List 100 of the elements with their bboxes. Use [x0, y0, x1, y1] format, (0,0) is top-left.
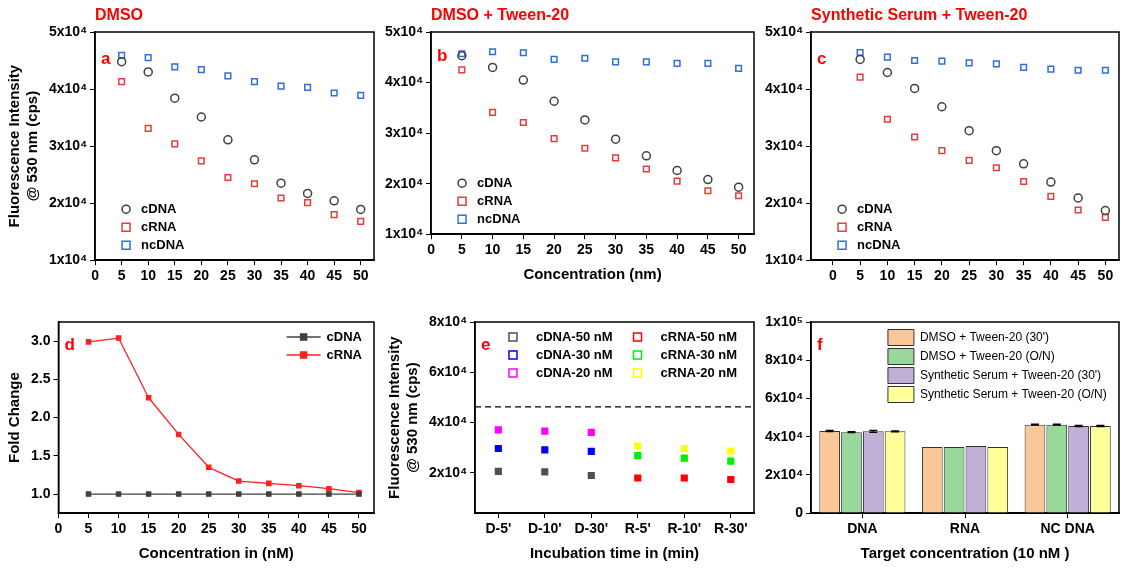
annotation: c	[817, 49, 827, 69]
x-tick-label: 45	[1070, 267, 1087, 284]
x-axis-title: Concentration in (nM)	[138, 544, 294, 562]
x-tick-label: D-10'	[527, 520, 562, 537]
y-tick-label: 4x10⁴	[428, 413, 468, 430]
x-tick-label: D-30'	[574, 520, 609, 537]
y-tick-label: 4x10⁴	[384, 73, 424, 90]
y-tick-label: 1x10⁴	[384, 225, 424, 242]
y-axis-title: Fold Change	[5, 372, 23, 464]
x-tick-label: 15	[906, 267, 923, 284]
x-tick-label: 35	[638, 241, 655, 258]
x-tick-label: 30	[988, 267, 1005, 284]
x-tick-label: 25	[577, 241, 593, 258]
annotation: f	[817, 334, 824, 354]
y-tick-label: 3x10⁴	[384, 123, 424, 140]
legend-label: cRNA	[857, 218, 894, 234]
y-tick-label: 8x10⁴	[428, 312, 468, 329]
y-tick-label: 4x10⁴	[48, 79, 88, 96]
x-tick-label: 45	[700, 241, 716, 258]
y-tick-label: 1.5	[30, 446, 51, 463]
y-tick-label: 6x10⁴	[428, 363, 468, 380]
x-tick-label: 20	[546, 241, 563, 258]
x-tick-label: 30	[246, 267, 263, 284]
annotation: e	[481, 334, 491, 354]
x-tick-label: 10	[484, 241, 501, 258]
x-tick-label: 15	[515, 241, 532, 258]
x-tick-label: 15	[140, 520, 157, 537]
x-tick-label: 30	[230, 520, 247, 537]
x-tick-label: 40	[669, 241, 686, 258]
chart-title: Synthetic Serum + Tween-20	[811, 6, 1028, 24]
legend-label: ncDNA	[477, 210, 522, 226]
x-tick-label: 35	[1015, 267, 1032, 284]
x-tick-label: 50	[352, 267, 369, 284]
y-tick-label: 5x10⁴	[764, 22, 804, 39]
x-tick-label: 20	[170, 520, 187, 537]
chart-title: DMSO + Tween-20	[431, 6, 570, 24]
legend-label: ncDNA	[857, 236, 902, 252]
x-tick-label: 20	[193, 267, 210, 284]
x-tick-label: 50	[1097, 267, 1114, 284]
x-tick-label: 5	[457, 241, 466, 258]
x-tick-label: 25	[961, 267, 978, 284]
y-tick-label: 8x10⁴	[764, 351, 804, 368]
legend-label: Synthetic Serum + Tween-20 (O/N)	[919, 386, 1107, 401]
legend-label: cRNA-50 nM	[660, 328, 738, 344]
x-tick-label: 5	[84, 520, 93, 537]
x-axis-title: Concentration (nm)	[523, 265, 662, 283]
y-tick-label: 1.0	[30, 484, 51, 501]
y-tick-label: 0	[795, 504, 804, 521]
x-tick-label: 35	[273, 267, 290, 284]
legend-label: cRNA-30 nM	[660, 346, 738, 362]
x-tick-label: 20	[934, 267, 950, 284]
y-tick-label: 1x10⁴	[48, 251, 88, 268]
x-tick-label: 30	[607, 241, 624, 258]
y-tick-label: 2x10⁴	[384, 174, 424, 191]
annotation: b	[437, 45, 448, 65]
legend-label: cDNA	[857, 200, 894, 216]
x-tick-label: 25	[220, 267, 236, 284]
y-tick-label: 5x10⁴	[384, 22, 424, 39]
x-tick-label: 5	[117, 267, 126, 284]
x-tick-label: 35	[261, 520, 277, 537]
legend-label: Synthetic Serum + Tween-20 (30')	[919, 367, 1102, 382]
x-tick-label: 10	[110, 520, 127, 537]
x-tick-label: 0	[91, 267, 100, 284]
x-tick-label: 10	[140, 267, 157, 284]
x-tick-label: 45	[326, 267, 343, 284]
y-tick-label: 2x10⁴	[428, 463, 468, 480]
y-tick-label: 1x10⁵	[765, 312, 804, 329]
chart-title: DMSO	[95, 6, 144, 24]
x-tick-label: 50	[351, 520, 367, 537]
x-tick-label: 40	[291, 520, 307, 537]
y-tick-label: 3x10⁴	[764, 136, 804, 153]
x-axis-title: Incubation time in (min)	[529, 544, 700, 562]
x-tick-label: R-30'	[713, 520, 748, 537]
y-axis-title: Fluorescence Intensity @ 530 nm (cps)	[5, 64, 41, 228]
y-tick-label: 2x10⁴	[764, 194, 804, 211]
y-axis-title: Fluorescence Intensity @ 530 nm (cps)	[385, 335, 421, 499]
annotation: d	[64, 334, 75, 354]
legend-label: cDNA-50 nM	[535, 328, 613, 344]
legend-label: cDNA-20 nM	[535, 364, 613, 380]
x-tick-label: 50	[730, 241, 747, 258]
x-tick-label: 40	[1043, 267, 1059, 284]
x-tick-label: 5	[856, 267, 865, 284]
x-tick-label: NC DNA	[1040, 520, 1095, 537]
y-tick-label: 3x10⁴	[48, 136, 88, 153]
x-tick-label: R-5'	[624, 520, 651, 537]
x-tick-label: 25	[200, 520, 217, 537]
x-tick-label: 10	[879, 267, 896, 284]
x-axis-title: Target concentration (10 nM )	[860, 544, 1070, 562]
y-tick-label: 4x10⁴	[764, 427, 804, 444]
legend-label: cRNA-20 nM	[660, 364, 738, 380]
y-tick-label: 4x10⁴	[764, 79, 804, 96]
legend-label: cDNA	[326, 328, 363, 344]
y-tick-label: 2.0	[30, 408, 51, 425]
x-tick-label: 40	[299, 267, 316, 284]
x-tick-label: 45	[321, 520, 337, 537]
legend-label: cRNA	[141, 218, 178, 234]
legend-label: cDNA	[477, 174, 514, 190]
legend-label: cDNA	[141, 200, 178, 216]
legend-label: cRNA	[477, 192, 514, 208]
x-tick-label: DNA	[847, 520, 878, 537]
